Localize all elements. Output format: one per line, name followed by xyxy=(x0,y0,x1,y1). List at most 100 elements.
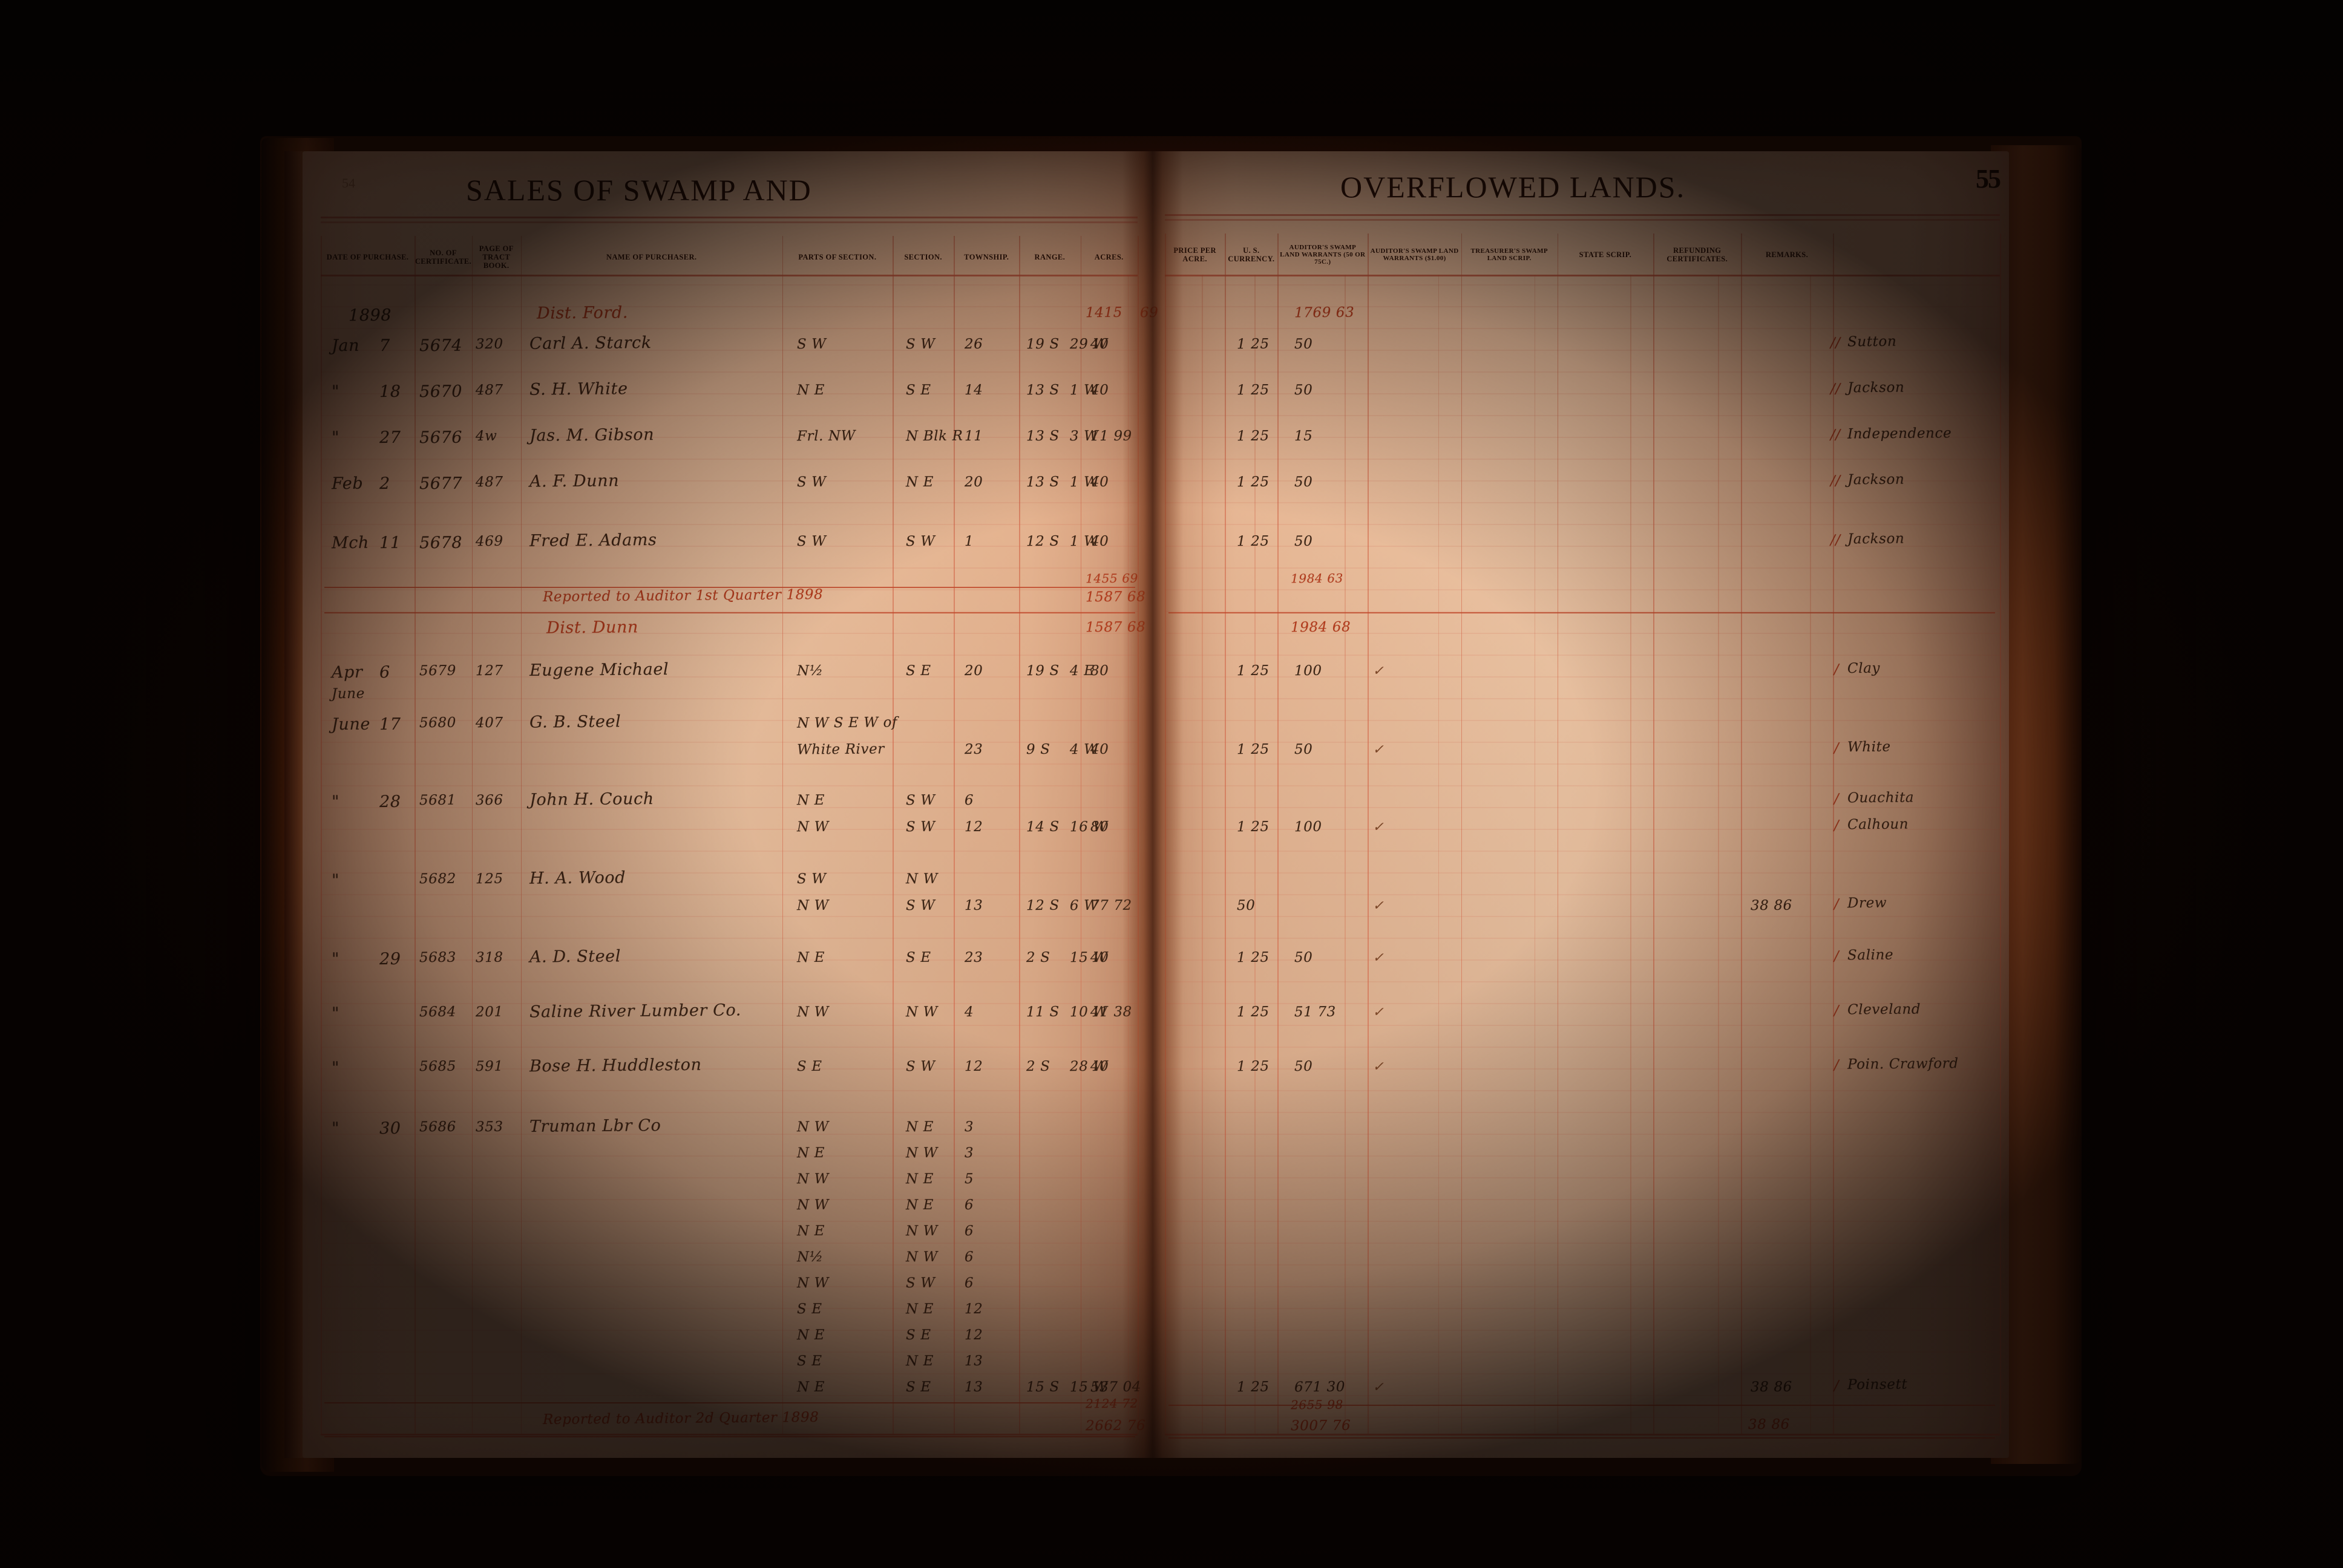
grid-vline-right-cents-3 xyxy=(1438,275,1440,1434)
entry2-date-month: Apr xyxy=(331,662,363,682)
grid-vline-right-cents-5 xyxy=(1630,275,1631,1434)
currency-carryover: 1769 63 xyxy=(1294,304,1355,321)
subentry-refunding-certificates: 38 86 xyxy=(1751,897,1793,914)
entry-remarks-county: Sutton xyxy=(1847,333,1897,350)
entry2-us-currency: 50 xyxy=(1294,1058,1313,1075)
entry-acres: 40 xyxy=(1090,336,1109,353)
entry2-remarks-county: Cleveland xyxy=(1847,1001,1921,1018)
entry-part-of-section-2: S W xyxy=(905,336,936,353)
subentry-us-currency: 50 xyxy=(1294,741,1313,758)
entry2-us-currency: 100 xyxy=(1294,662,1323,679)
subentry-section: 5 xyxy=(965,1171,974,1187)
subentry-section: 13 xyxy=(965,897,983,914)
subentry-check: ✓ xyxy=(1372,1379,1384,1394)
entry-tract-book-page: 4w xyxy=(475,428,497,445)
ruled-line xyxy=(1165,284,2000,286)
ruled-line xyxy=(1165,415,2000,416)
entry-purchaser-name: S. H. White xyxy=(529,379,628,399)
subtotal-2-currency-above: 2655 98 xyxy=(1291,1397,1344,1413)
ruled-line xyxy=(1165,1308,2000,1309)
ruled-line xyxy=(1165,1025,2000,1026)
entry-date-month: Feb xyxy=(331,474,364,494)
subtotal-2-refunding: 38 86 xyxy=(1748,1416,1791,1433)
subentry-section: 12 xyxy=(965,1327,983,1344)
subentry-check: ✓ xyxy=(1372,898,1384,913)
entry2-part-of-section-1: N W S E W of xyxy=(796,714,897,731)
subentry-us-currency: 100 xyxy=(1294,818,1323,835)
subtotal-1-acres-above: 1455 69 xyxy=(1085,570,1138,586)
ruled-line xyxy=(321,829,1138,830)
entry2-purchaser-name: H. A. Wood xyxy=(529,868,626,888)
subentry-remarks-county: Poinsett xyxy=(1847,1376,1908,1393)
subentry-part-1: S E xyxy=(796,1353,822,1370)
entry2-date-month: " xyxy=(331,1004,340,1024)
subentry-section: 13 xyxy=(965,1353,983,1370)
entry-tract-book-page: 320 xyxy=(475,336,503,353)
entry-tract-book-page: 487 xyxy=(475,382,503,399)
entry2-date-month: " xyxy=(331,792,340,812)
subentry-remarks-county: Drew xyxy=(1847,895,1887,912)
entry2-date-day: 30 xyxy=(379,1119,401,1138)
subentry-acres: 40 xyxy=(1090,741,1109,758)
district-label-ford: Dist. Ford. xyxy=(536,303,628,323)
subentry-part-1: N E xyxy=(796,1223,825,1240)
subentry-price-per-acre: 1 25 xyxy=(1237,818,1270,835)
ruled-line xyxy=(1165,1134,2000,1135)
page-number-left-faint: 54 xyxy=(342,175,355,191)
entry-part-of-section-1: N E xyxy=(796,382,825,399)
column-header-left-4: PARTS OF SECTION. xyxy=(798,253,877,261)
page-number: 55 xyxy=(1976,164,2001,194)
entry2-date-day: 28 xyxy=(379,792,401,812)
ruled-line xyxy=(1165,1264,2000,1266)
entry2-purchaser-name: Saline River Lumber Co. xyxy=(529,1001,741,1022)
column-header-right-2: Auditor's Swamp Land Warrants (50 or 75c… xyxy=(1280,243,1366,266)
entry-date-month: Jan xyxy=(331,336,360,356)
ruled-line xyxy=(1165,720,2000,721)
entry-section: 20 xyxy=(965,474,983,491)
entry2-part-of-section-2: S W xyxy=(905,792,936,809)
ruled-line xyxy=(1165,1373,2000,1374)
ruled-line xyxy=(321,459,1138,460)
ruled-line xyxy=(1165,981,2000,982)
entry2-purchaser-name: G. B. Steel xyxy=(529,712,621,732)
entry2-part-of-section-1: S E xyxy=(796,1058,822,1075)
ruled-line xyxy=(1165,785,2000,786)
ruled-line xyxy=(1165,328,2000,329)
entry2-date-day: 6 xyxy=(379,662,391,682)
entry2-price-per-acre: 1 25 xyxy=(1237,949,1270,966)
entry2-part-of-section-1: N E xyxy=(796,949,825,966)
remarks-red-ditto-mark: / xyxy=(1833,1002,1840,1019)
ruled-line xyxy=(1165,872,2000,874)
entry2-date-month-extra: June xyxy=(331,685,365,702)
entry2-section: 12 xyxy=(965,1058,983,1075)
entry2-us-currency: 51 73 xyxy=(1294,1004,1337,1021)
ruled-line xyxy=(1165,676,2000,678)
ruled-line xyxy=(321,284,1138,286)
entry2-tract-book-page: 127 xyxy=(475,662,503,679)
subentry-township: 12 S xyxy=(1026,897,1060,914)
entry-township: 13 S xyxy=(1026,382,1060,399)
ruled-line xyxy=(1165,1112,2000,1113)
entry-section: 26 xyxy=(965,336,983,353)
entry2-part-of-section-2: S E xyxy=(905,662,931,679)
subentry-section: 6 xyxy=(965,1275,974,1292)
ruled-line xyxy=(321,633,1138,634)
entry2-price-per-acre: 1 25 xyxy=(1237,1004,1270,1021)
entry-certificate-no: 5678 xyxy=(419,533,463,553)
subentry-part-2: S W xyxy=(905,1275,936,1292)
entry-acres: 40 xyxy=(1090,474,1109,491)
entry-price-per-acre: 1 25 xyxy=(1237,382,1270,399)
entry-certificate-no: 5676 xyxy=(419,428,463,448)
ruled-line xyxy=(1165,1417,2000,1418)
grid-vline-right-cents-6 xyxy=(1718,275,1719,1434)
subentry-section: 6 xyxy=(965,1197,974,1214)
ruled-line xyxy=(1165,1090,2000,1091)
entry-part-of-section-2: S E xyxy=(905,382,931,399)
entry2-date-month: " xyxy=(331,871,340,890)
subtotal-rule-1-bottom xyxy=(324,612,1135,614)
entry2-section: 3 xyxy=(965,1119,974,1135)
entry2-certificate-no: 5684 xyxy=(419,1004,457,1021)
entry-purchaser-name: Fred E. Adams xyxy=(529,531,657,550)
ruled-line xyxy=(321,306,1138,307)
